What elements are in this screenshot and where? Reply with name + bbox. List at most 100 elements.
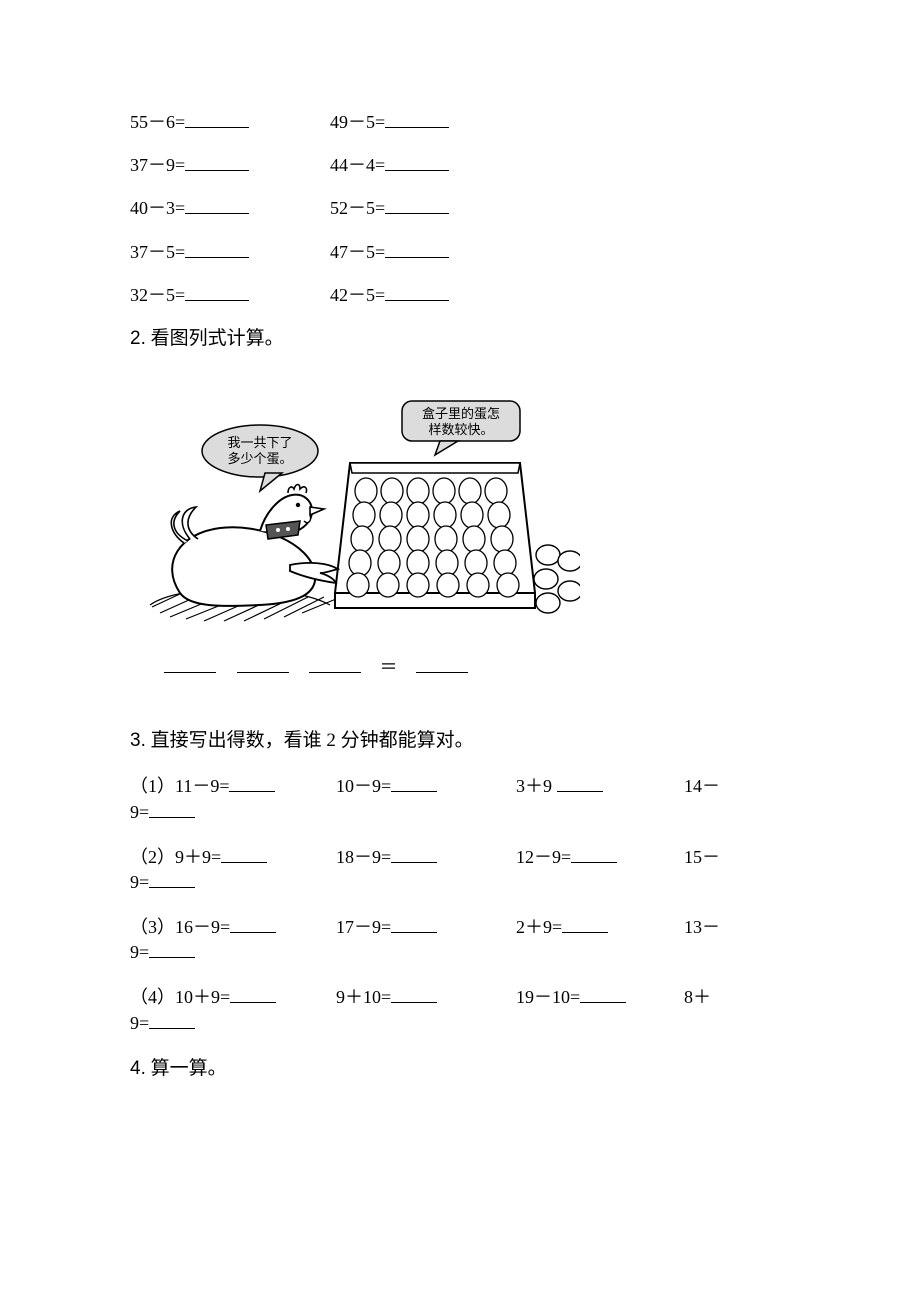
answer-blank[interactable] xyxy=(391,915,437,933)
eq-text: 37－5= xyxy=(130,242,185,262)
bubble2-line1: 盒子里的蛋怎 xyxy=(422,406,500,421)
eq-cell: 40－3= xyxy=(130,196,330,221)
section3-number: 3. xyxy=(130,730,146,751)
answer-blank[interactable] xyxy=(571,845,617,863)
answer-blank[interactable] xyxy=(185,153,249,171)
answer-blank[interactable] xyxy=(391,845,437,863)
eq-row: 37－9= 44－4= xyxy=(130,153,790,178)
eq-text: 52－5= xyxy=(330,198,385,218)
answer-blank[interactable] xyxy=(185,196,249,214)
q3-label: （3） xyxy=(130,917,175,937)
q3-eq: 9= xyxy=(130,872,149,892)
answer-blank[interactable] xyxy=(562,915,608,933)
q3-eq: 9= xyxy=(130,942,149,962)
q3-eq: 10－9= xyxy=(336,776,391,796)
answer-blank[interactable] xyxy=(309,655,361,673)
q3-cell-wrap: 9= xyxy=(130,800,226,825)
answer-blank[interactable] xyxy=(230,985,276,1003)
eq-cell: 49－5= xyxy=(330,110,530,135)
q3-cell: （2）9＋9= xyxy=(130,845,336,870)
eq-row: 55－6= 49－5= xyxy=(130,110,790,135)
egg-tray xyxy=(335,463,535,608)
answer-blank[interactable] xyxy=(557,774,603,792)
q3-eq: 18－9= xyxy=(336,847,391,867)
answer-blank[interactable] xyxy=(385,240,449,258)
eq-text: 49－5= xyxy=(330,112,385,132)
worksheet-page: 55－6= 49－5= 37－9= 44－4= 40－3= 52－5= 37－5… xyxy=(0,0,920,1154)
section3-title: 直接写出得数，看谁 2 分钟都能算对。 xyxy=(151,730,474,751)
q3-eq: 13－ xyxy=(684,917,720,937)
section4-heading: 4. 算一算。 xyxy=(130,1056,790,1083)
q3-cell: 8＋ xyxy=(684,985,780,1010)
bubble1-line2: 多少个蛋。 xyxy=(227,451,292,466)
q3-eq: 9＋10= xyxy=(336,987,391,1007)
answer-blank[interactable] xyxy=(164,655,216,673)
q3-eq: 12－9= xyxy=(516,847,571,867)
eq-text: 42－5= xyxy=(330,285,385,305)
q3-cell: （1）11－9= xyxy=(130,774,336,799)
eq-row: 37－5= 47－5= xyxy=(130,240,790,265)
eq-cell: 52－5= xyxy=(330,196,530,221)
answer-blank[interactable] xyxy=(185,110,249,128)
answer-blank[interactable] xyxy=(385,153,449,171)
q3-eq: 14－ xyxy=(684,776,720,796)
section4-title: 算一算。 xyxy=(151,1058,227,1079)
answer-blank[interactable] xyxy=(416,655,468,673)
section4-number: 4. xyxy=(130,1058,146,1079)
q3-cell: 17－9= xyxy=(336,915,516,940)
eq-text: 44－4= xyxy=(330,155,385,175)
section2-number: 2. xyxy=(130,328,146,349)
answer-blank[interactable] xyxy=(149,940,195,958)
eq-cell: 37－9= xyxy=(130,153,330,178)
q3-eq: 17－9= xyxy=(336,917,391,937)
answer-blank[interactable] xyxy=(149,870,195,888)
eq-cell: 37－5= xyxy=(130,240,330,265)
q3-eq: 3＋9 xyxy=(516,776,552,796)
answer-blank[interactable] xyxy=(385,110,449,128)
answer-blank[interactable] xyxy=(185,240,249,258)
q3-eq: 8＋ xyxy=(684,987,711,1007)
q3-row: （3）16－9= 17－9= 2＋9= 13－ 9= xyxy=(130,915,790,965)
answer-blank[interactable] xyxy=(149,800,195,818)
q3-cell: 2＋9= xyxy=(516,915,684,940)
q3-eq: 9= xyxy=(130,802,149,822)
answer-blank[interactable] xyxy=(185,283,249,301)
eq-text: 37－9= xyxy=(130,155,185,175)
answer-blank[interactable] xyxy=(221,845,267,863)
answer-blank[interactable] xyxy=(237,655,289,673)
section3-heading: 3. 直接写出得数，看谁 2 分钟都能算对。 xyxy=(130,728,790,755)
eq-cell: 42－5= xyxy=(330,283,530,308)
q3-cell: （3）16－9= xyxy=(130,915,336,940)
bubble1-line1: 我一共下了 xyxy=(227,435,292,450)
q3-cell: 10－9= xyxy=(336,774,516,799)
q3-label: （4） xyxy=(130,987,175,1007)
q3-eq: 11－9= xyxy=(175,776,229,796)
section3-problems: （1）11－9= 10－9= 3＋9 14－ 9= （2）9＋9= 18－9= … xyxy=(130,774,790,1036)
eq-cell: 55－6= xyxy=(130,110,330,135)
q3-cell: 18－9= xyxy=(336,845,516,870)
q3-cell-wrap: 9= xyxy=(130,940,226,965)
answer-blank[interactable] xyxy=(391,985,437,1003)
equals-sign: ＝ xyxy=(380,657,398,677)
eq-text: 47－5= xyxy=(330,242,385,262)
answer-blank[interactable] xyxy=(385,196,449,214)
loose-eggs xyxy=(534,545,580,613)
q3-eq: 15－ xyxy=(684,847,720,867)
eq-cell: 32－5= xyxy=(130,283,330,308)
speech-bubble-box: 盒子里的蛋怎 样数较快。 xyxy=(402,401,520,455)
section2-title: 看图列式计算。 xyxy=(151,328,284,349)
q3-cell: 3＋9 xyxy=(516,774,684,799)
equation-blanks: ＝ xyxy=(156,655,790,680)
answer-blank[interactable] xyxy=(391,774,437,792)
q3-eq: 9＋9= xyxy=(175,847,221,867)
q3-eq: 10＋9= xyxy=(175,987,230,1007)
answer-blank[interactable] xyxy=(385,283,449,301)
q3-cell: 14－ xyxy=(684,774,780,799)
section1-equations: 55－6= 49－5= 37－9= 44－4= 40－3= 52－5= 37－5… xyxy=(130,110,790,308)
bubble2-line2: 样数较快。 xyxy=(428,422,493,437)
answer-blank[interactable] xyxy=(229,774,275,792)
q3-label: （2） xyxy=(130,847,175,867)
answer-blank[interactable] xyxy=(580,985,626,1003)
answer-blank[interactable] xyxy=(149,1011,195,1029)
answer-blank[interactable] xyxy=(230,915,276,933)
